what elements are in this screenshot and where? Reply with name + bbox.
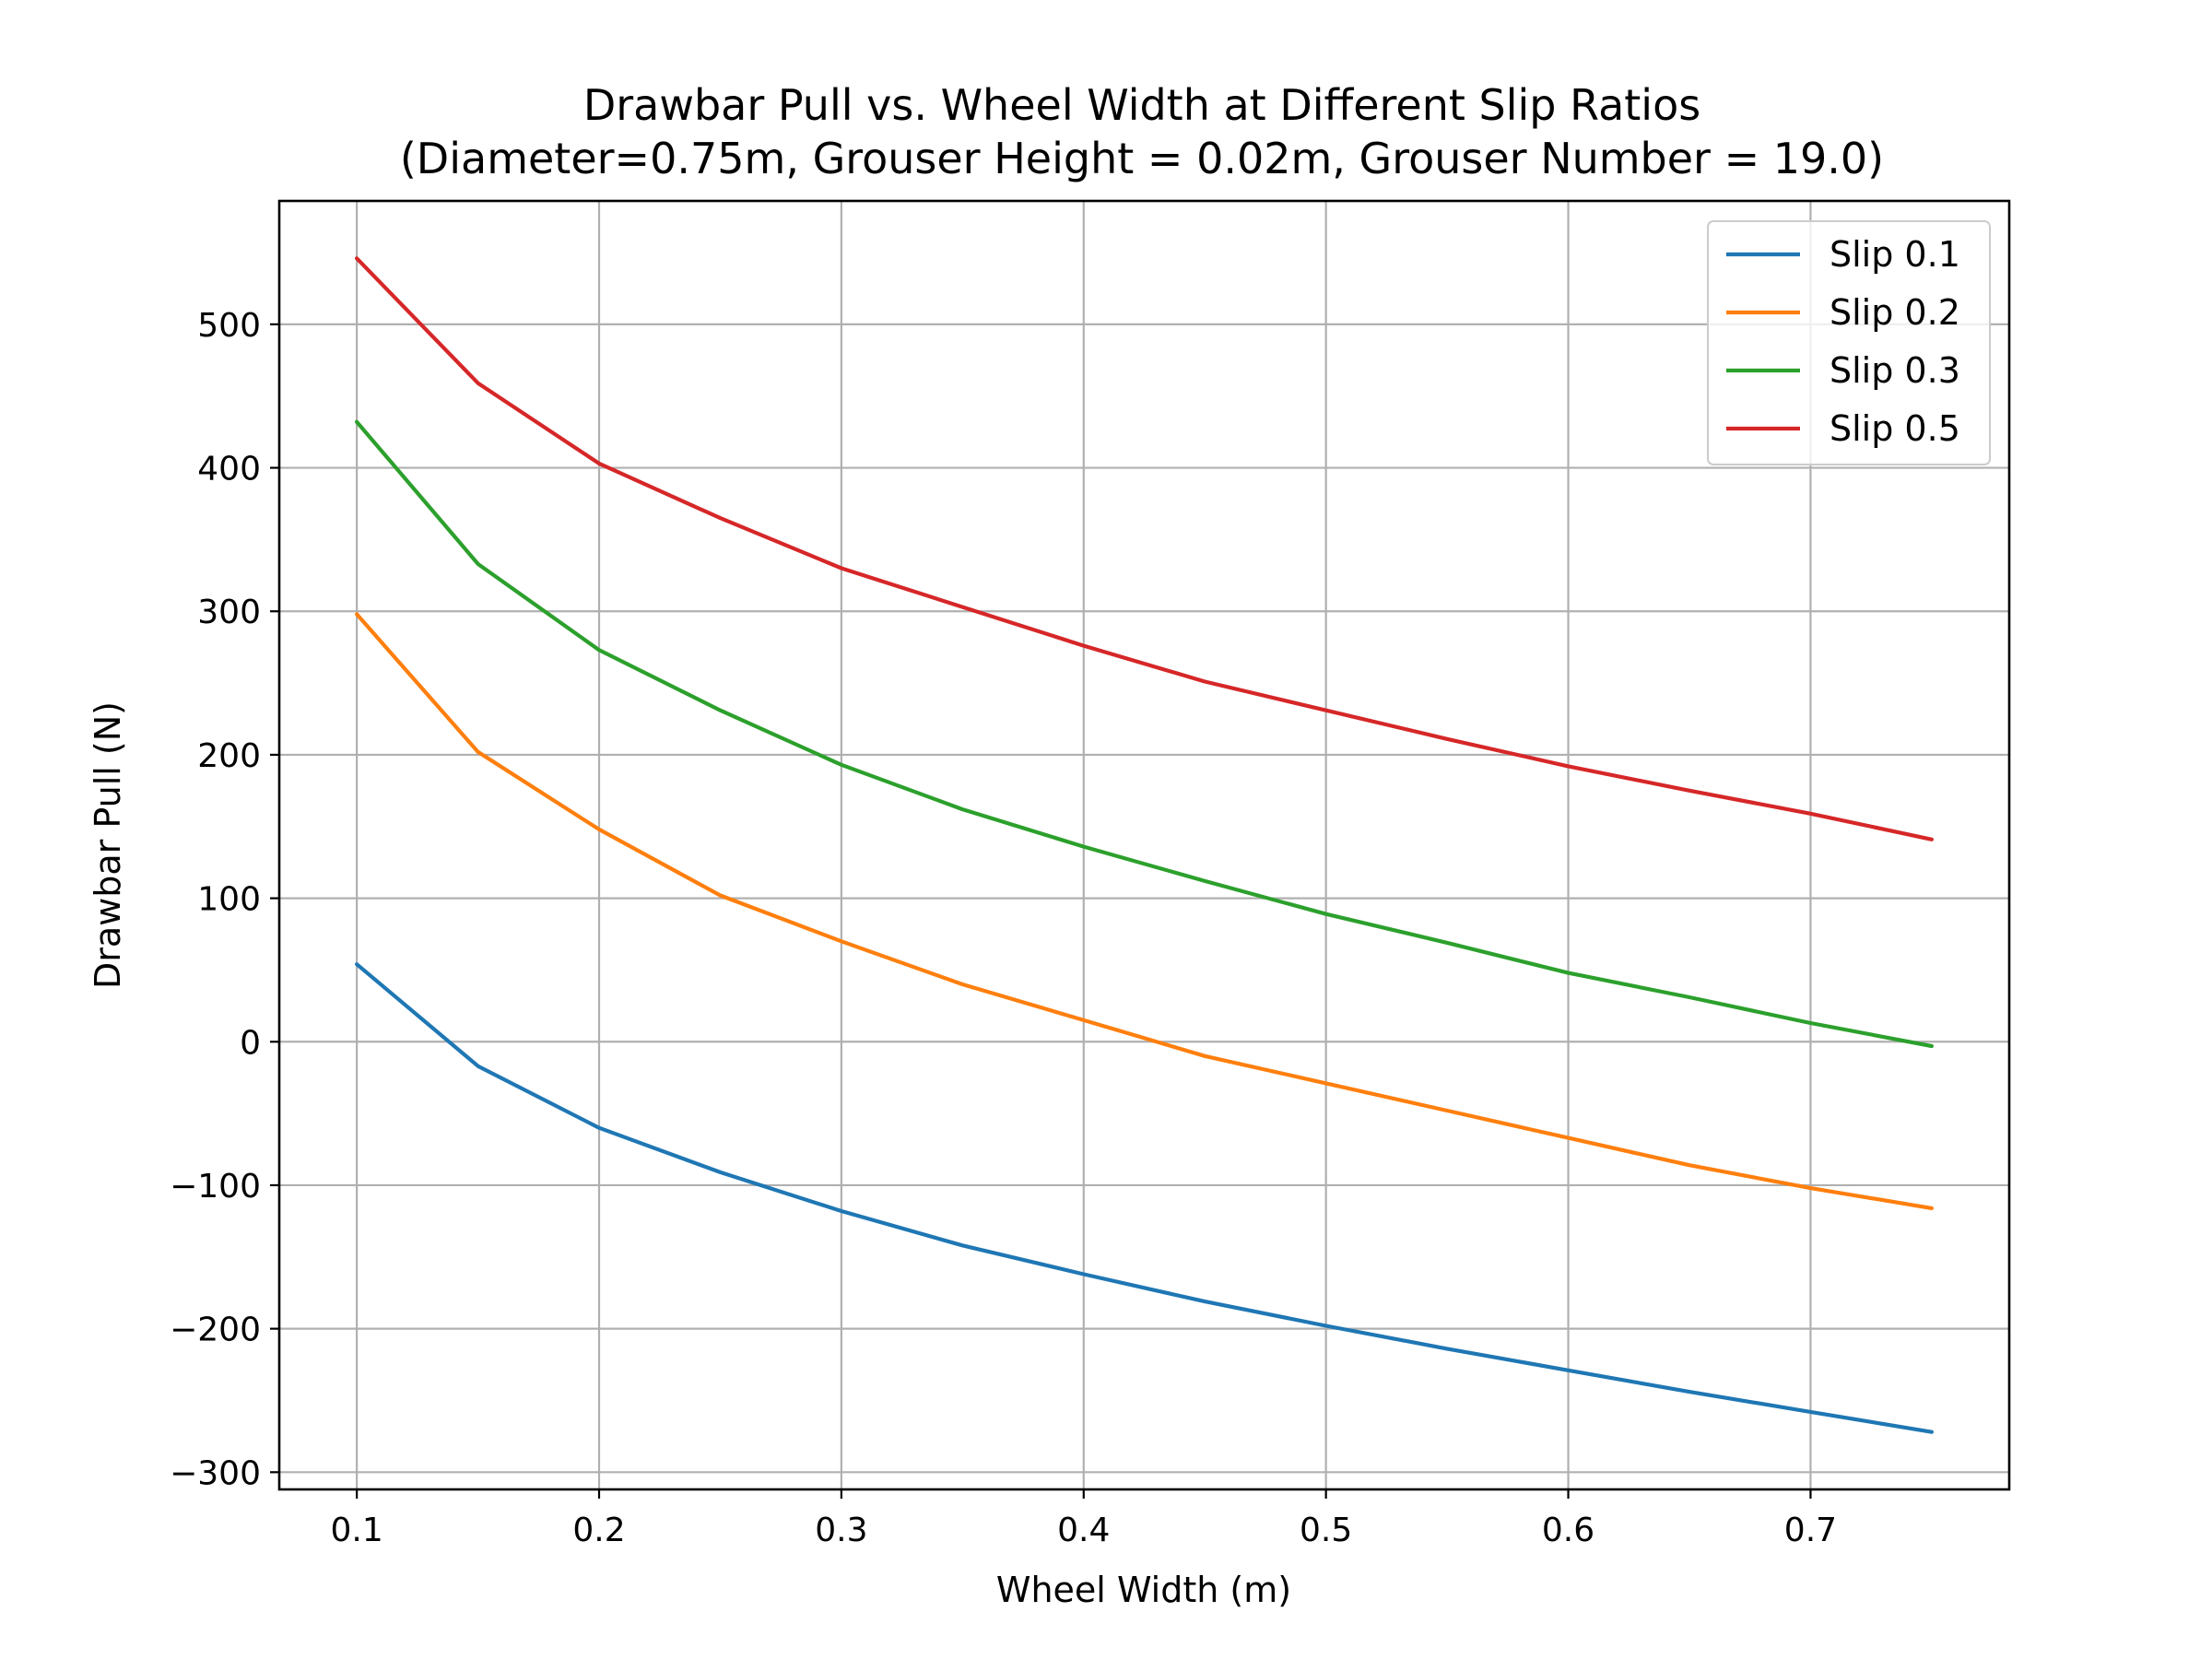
chart-title: Drawbar Pull vs. Wheel Width at Differen… — [583, 80, 1700, 130]
x-tick-label: 0.2 — [572, 1512, 625, 1549]
legend-box — [1707, 220, 1991, 465]
y-tick-label: 300 — [197, 594, 261, 631]
y-tick-label: −300 — [170, 1454, 261, 1492]
x-axis-ticks: 0.1 0.2 0.3 0.4 0.5 0.6 0.7 — [330, 1489, 1837, 1549]
y-tick-label: 200 — [197, 737, 261, 775]
series-line-slip-0-2 — [355, 612, 1934, 1211]
series-line-slip-0-3 — [355, 419, 1934, 1049]
y-axis-ticks: −300 −200 −100 0 100 200 300 400 500 — [170, 307, 279, 1492]
y-tick-label: 400 — [197, 451, 261, 488]
x-tick-label: 0.1 — [330, 1512, 382, 1549]
x-tick-label: 0.6 — [1542, 1512, 1594, 1549]
x-axis-label: Wheel Width (m) — [996, 1570, 1291, 1610]
y-tick-label: −200 — [170, 1312, 261, 1349]
x-tick-label: 0.3 — [815, 1512, 867, 1549]
series-line-slip-0-1 — [355, 962, 1934, 1434]
plot-frame — [277, 199, 2011, 1491]
x-tick-label: 0.7 — [1784, 1512, 1837, 1549]
x-tick-label: 0.5 — [1300, 1512, 1352, 1549]
y-axis-label: Drawbar Pull (N) — [88, 701, 128, 989]
y-tick-label: 500 — [197, 307, 261, 345]
series-line-slip-0-5 — [355, 256, 1934, 841]
y-tick-label: −100 — [170, 1168, 261, 1206]
legend-label-slip-0-3: Slip 0.3 — [1830, 350, 1960, 391]
legend-label-slip-0-5: Slip 0.5 — [1830, 408, 1960, 449]
x-tick-label: 0.4 — [1057, 1512, 1110, 1549]
series-layer — [355, 256, 1934, 1434]
legend-label-slip-0-2: Slip 0.2 — [1830, 292, 1960, 333]
legend: Slip 0.1 Slip 0.2 Slip 0.3 Slip 0.5 — [1707, 220, 1991, 465]
y-tick-label: 0 — [240, 1024, 261, 1062]
chart-subtitle: (Diameter=0.75m, Grouser Height = 0.02m,… — [400, 134, 1884, 183]
legend-label-slip-0-1: Slip 0.1 — [1830, 234, 1960, 275]
y-tick-label: 100 — [197, 881, 261, 919]
